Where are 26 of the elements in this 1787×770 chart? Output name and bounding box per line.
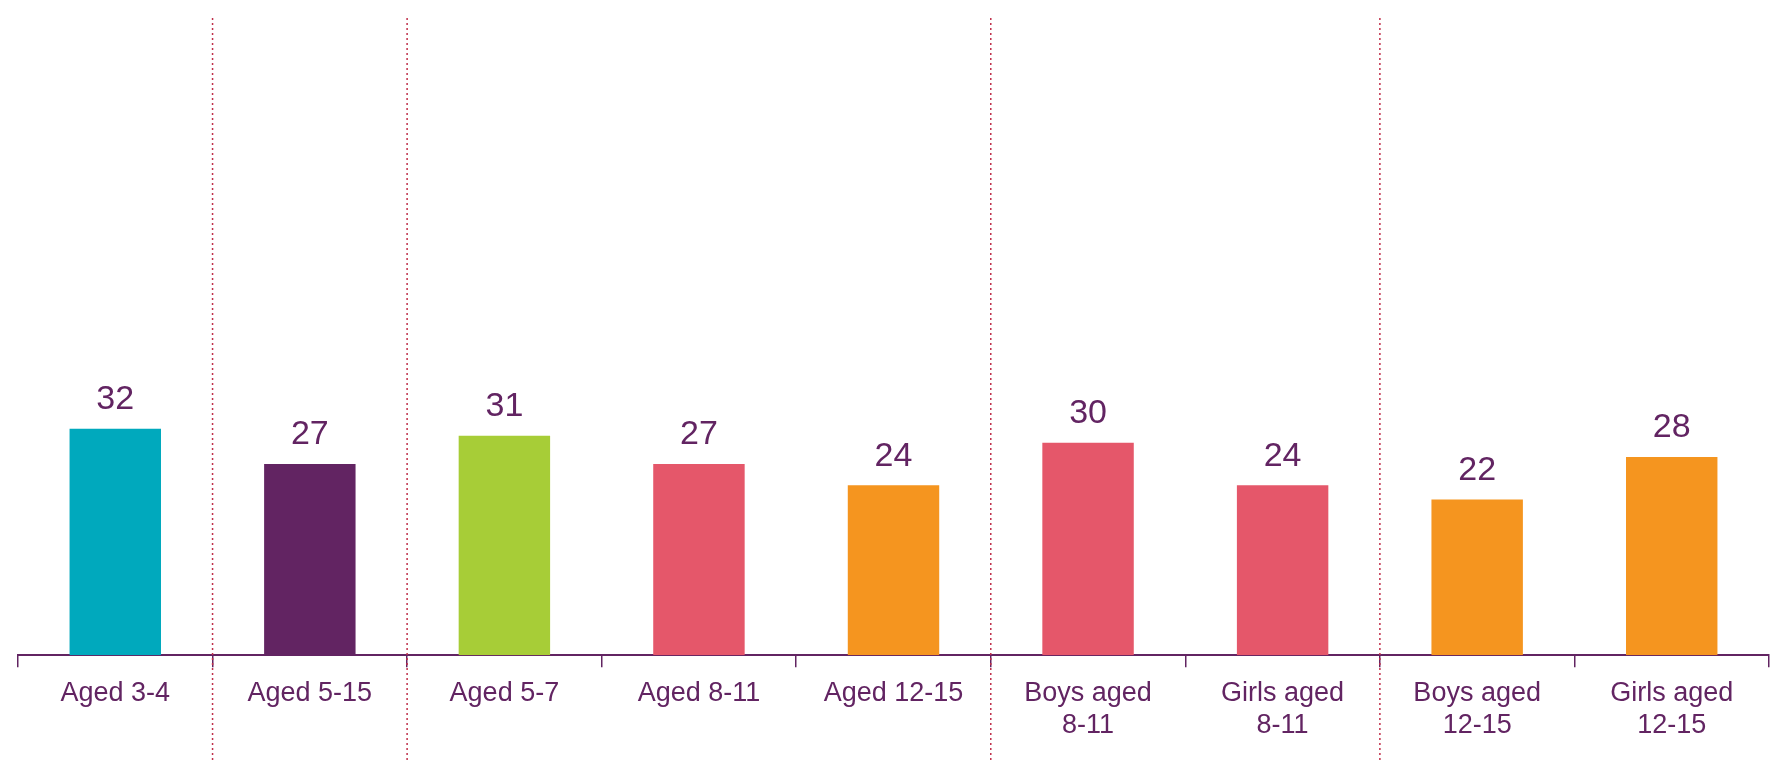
x-tick-label: Girls aged 8-11 (1221, 676, 1345, 740)
x-tick-label: Aged 5-7 (449, 676, 560, 707)
data-label: 32 (96, 378, 135, 417)
bar (1431, 499, 1523, 656)
bar (847, 485, 940, 656)
data-label: 30 (1069, 392, 1107, 431)
x-tick-label: Girls aged 12-15 (1610, 676, 1734, 740)
x-tick-label: Aged 3-4 (60, 676, 171, 707)
bar (1626, 456, 1718, 656)
bar (1236, 485, 1329, 656)
x-tick-label: Aged 8-11 (637, 676, 761, 707)
data-label: 24 (874, 434, 913, 473)
data-label: 24 (1263, 434, 1302, 473)
data-label: 28 (1652, 406, 1691, 445)
bar (69, 428, 161, 656)
bar (1042, 442, 1134, 656)
data-label: 27 (680, 413, 718, 452)
data-label: 22 (1458, 448, 1497, 487)
x-tick-label: Aged 12-15 (823, 676, 964, 707)
bar (458, 435, 551, 656)
x-tick-label: Aged 5-15 (247, 676, 373, 707)
x-tick-label: Boys aged 8-11 (1024, 676, 1152, 740)
data-label: 31 (485, 385, 524, 424)
x-tick-label: Boys aged 12-15 (1413, 676, 1541, 740)
bar (653, 464, 745, 656)
data-label: 27 (290, 413, 329, 452)
